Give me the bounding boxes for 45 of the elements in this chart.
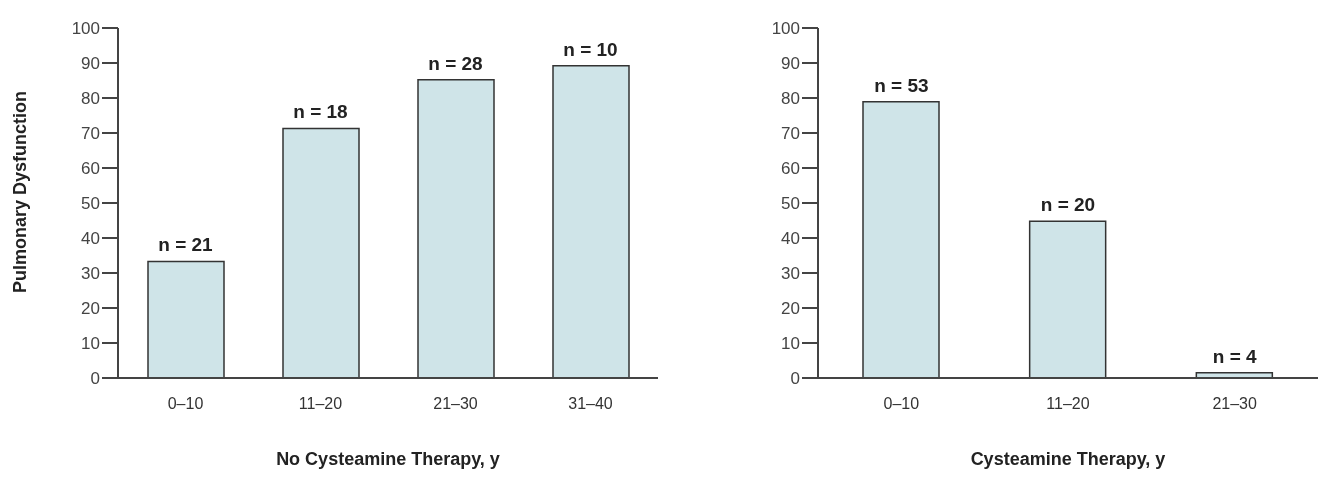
y-tick-label: 10 bbox=[81, 334, 100, 354]
bar bbox=[417, 79, 495, 378]
y-tick-label: 70 bbox=[81, 124, 100, 144]
x-axis-title: No Cysteamine Therapy, y bbox=[276, 449, 500, 469]
y-axis-title: Pulmonary Dysfunction bbox=[10, 90, 31, 293]
bar bbox=[282, 127, 360, 378]
y-tick-label: 20 bbox=[81, 299, 100, 319]
y-tick-label: 80 bbox=[81, 89, 100, 109]
annotation: n = 20 bbox=[1040, 194, 1096, 216]
y-tick-label: 60 bbox=[81, 159, 100, 179]
x-tick-label: 21–30 bbox=[1212, 395, 1258, 413]
y-tick-label: 40 bbox=[781, 229, 800, 249]
bar bbox=[1028, 220, 1107, 378]
x-tick-label: 0–10 bbox=[883, 395, 920, 413]
x-axis-title: Cysteamine Therapy, y bbox=[970, 449, 1166, 469]
bar bbox=[147, 260, 225, 378]
annotation: n = 10 bbox=[563, 38, 618, 60]
bar bbox=[552, 65, 630, 378]
annotation: n = 4 bbox=[1212, 345, 1258, 367]
y-tick-label: 40 bbox=[81, 229, 100, 249]
x-tick-label: 11–20 bbox=[1046, 395, 1090, 413]
y-tick-label: 70 bbox=[781, 124, 800, 144]
x-tick-label: 21–30 bbox=[433, 395, 478, 413]
annotation: n = 18 bbox=[293, 101, 348, 123]
y-tick-label: 0 bbox=[90, 369, 100, 389]
y-tick-label: 30 bbox=[81, 264, 100, 284]
y-tick-label: 100 bbox=[771, 19, 800, 39]
annotation: n = 53 bbox=[874, 74, 929, 96]
x-tick-label: 11–20 bbox=[298, 395, 343, 413]
y-tick-label: 10 bbox=[781, 334, 800, 354]
y-tick-label: 60 bbox=[781, 159, 800, 179]
y-tick-label: 90 bbox=[781, 54, 800, 74]
y-tick-label: 30 bbox=[781, 264, 800, 284]
y-tick-label: 0 bbox=[790, 369, 800, 389]
bar bbox=[862, 101, 940, 378]
y-tick-label: 50 bbox=[781, 194, 800, 214]
x-tick-label: 31–40 bbox=[568, 395, 613, 413]
y-tick-label: 90 bbox=[81, 54, 100, 74]
y-tick-label: 80 bbox=[781, 89, 800, 109]
y-tick-label: 20 bbox=[781, 299, 800, 319]
y-tick-label: 100 bbox=[71, 19, 100, 39]
x-tick-label: 0–10 bbox=[167, 395, 204, 413]
annotation: n = 21 bbox=[158, 234, 214, 256]
y-tick-label: 50 bbox=[81, 194, 100, 214]
annotation: n = 28 bbox=[428, 52, 483, 74]
